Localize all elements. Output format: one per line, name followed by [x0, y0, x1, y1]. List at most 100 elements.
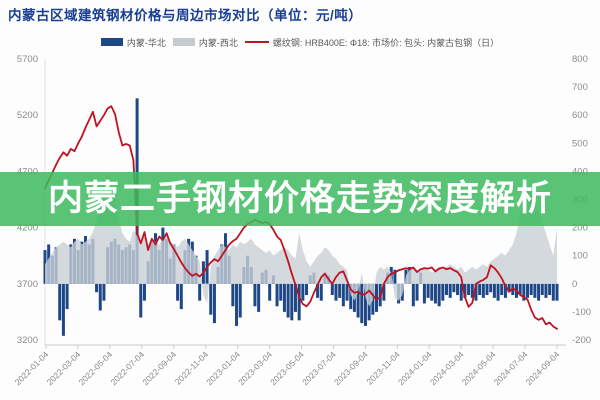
bar — [518, 283, 522, 296]
legend-swatch-2 — [244, 41, 269, 43]
headline-banner: 内蒙二手钢材价格走势深度解析 — [0, 172, 600, 226]
bar — [341, 283, 345, 307]
bar — [492, 283, 496, 298]
bar — [231, 283, 235, 307]
bar — [338, 283, 342, 298]
left-tick-label: 5700 — [17, 54, 38, 65]
legend-swatch-0 — [100, 38, 123, 46]
right-tick-label: -200 — [572, 335, 591, 346]
bar — [433, 283, 437, 304]
legend-item-2: 螺纹钢: HRB400E: Φ18: 市场价: 包头: 内蒙古包钢（日） — [244, 36, 500, 49]
bar — [470, 283, 474, 298]
bar — [485, 283, 489, 296]
bar — [349, 283, 353, 310]
right-tick-label: 0 — [572, 279, 577, 290]
bar — [297, 283, 301, 321]
bar — [540, 283, 544, 296]
right-tick-label: 600 — [572, 110, 588, 121]
bar — [500, 283, 504, 296]
bar — [459, 283, 463, 301]
bar — [275, 283, 279, 307]
bar — [142, 283, 146, 301]
bar — [444, 283, 448, 296]
bar — [411, 283, 415, 307]
bar — [235, 283, 239, 326]
bar — [98, 283, 102, 311]
page-title: 内蒙古区域建筑钢材价格与周边市场对比（单位：元/吨） — [8, 8, 363, 23]
bar — [437, 283, 441, 307]
bar — [382, 283, 386, 301]
bar — [507, 283, 511, 293]
bar — [481, 283, 485, 298]
bar — [555, 283, 559, 301]
bar — [430, 283, 434, 301]
left-tick-label: 4700 — [17, 166, 38, 177]
x-tick-label: 2022-09-04 — [140, 349, 178, 387]
bar — [257, 283, 261, 312]
bar — [212, 283, 216, 324]
bar — [61, 283, 65, 336]
bar — [360, 283, 364, 324]
bar — [238, 283, 242, 318]
bar — [319, 283, 323, 301]
chart-legend: 内蒙-华北 内蒙-西北 螺纹钢: HRB400E: Φ18: 市场价: 包头: 内蒙… — [0, 35, 600, 49]
right-tick-label: 100 — [572, 251, 588, 262]
bar — [290, 283, 294, 321]
x-axis-labels: 2022-01-042022-03-042022-05-042022-07-04… — [13, 345, 562, 387]
bar — [279, 283, 283, 301]
bar — [293, 283, 297, 312]
legend-label-0: 内蒙-华北 — [126, 37, 166, 48]
bar — [102, 283, 106, 301]
bar — [441, 283, 445, 301]
legend-item-0: 内蒙-华北 — [100, 36, 166, 49]
bar — [334, 283, 338, 301]
bar — [489, 283, 493, 293]
bar — [375, 283, 379, 312]
bar — [179, 283, 183, 310]
bar — [522, 283, 526, 301]
right-tick-label: 500 — [572, 138, 588, 149]
bar — [544, 283, 548, 298]
bar — [474, 283, 478, 301]
headline-banner-text: 内蒙二手钢材价格走势深度解析 — [47, 179, 552, 218]
bar — [393, 269, 397, 284]
legend-label-1: 内蒙-西北 — [198, 37, 238, 48]
right-tick-label: 700 — [572, 82, 588, 93]
bar — [548, 283, 552, 296]
left-tick-label: 3700 — [17, 279, 38, 290]
bar — [448, 283, 452, 298]
right-tick-label: -100 — [572, 307, 591, 318]
bar — [58, 283, 62, 321]
bar — [253, 283, 257, 307]
bar — [176, 283, 180, 301]
left-tick-label: 5200 — [17, 110, 38, 121]
bar — [316, 283, 320, 298]
bar — [268, 283, 272, 301]
bar — [526, 283, 530, 298]
x-tick-label: 2023-09-04 — [332, 349, 370, 387]
bar — [301, 283, 305, 301]
bar — [305, 283, 309, 296]
left-tick-label: 4200 — [17, 223, 38, 234]
bar — [503, 283, 507, 298]
legend-swatch-1 — [172, 38, 195, 46]
right-tick-label: 400 — [572, 166, 588, 177]
bar — [452, 283, 456, 293]
bar — [463, 283, 467, 298]
right-tick-label: 800 — [572, 54, 588, 65]
bar — [95, 283, 99, 293]
bar — [330, 283, 334, 296]
bar — [537, 283, 541, 301]
bar — [426, 283, 430, 298]
right-tick-label: 200 — [572, 223, 588, 234]
bar — [198, 283, 202, 301]
bar — [363, 283, 367, 326]
bar — [139, 283, 143, 318]
legend-label-2: 螺纹钢: HRB400E: Φ18: 市场价: 包头: 内蒙古包钢（日） — [272, 37, 500, 48]
bar — [467, 283, 471, 296]
bar — [533, 283, 537, 298]
bar — [496, 283, 500, 301]
bar — [345, 283, 349, 301]
